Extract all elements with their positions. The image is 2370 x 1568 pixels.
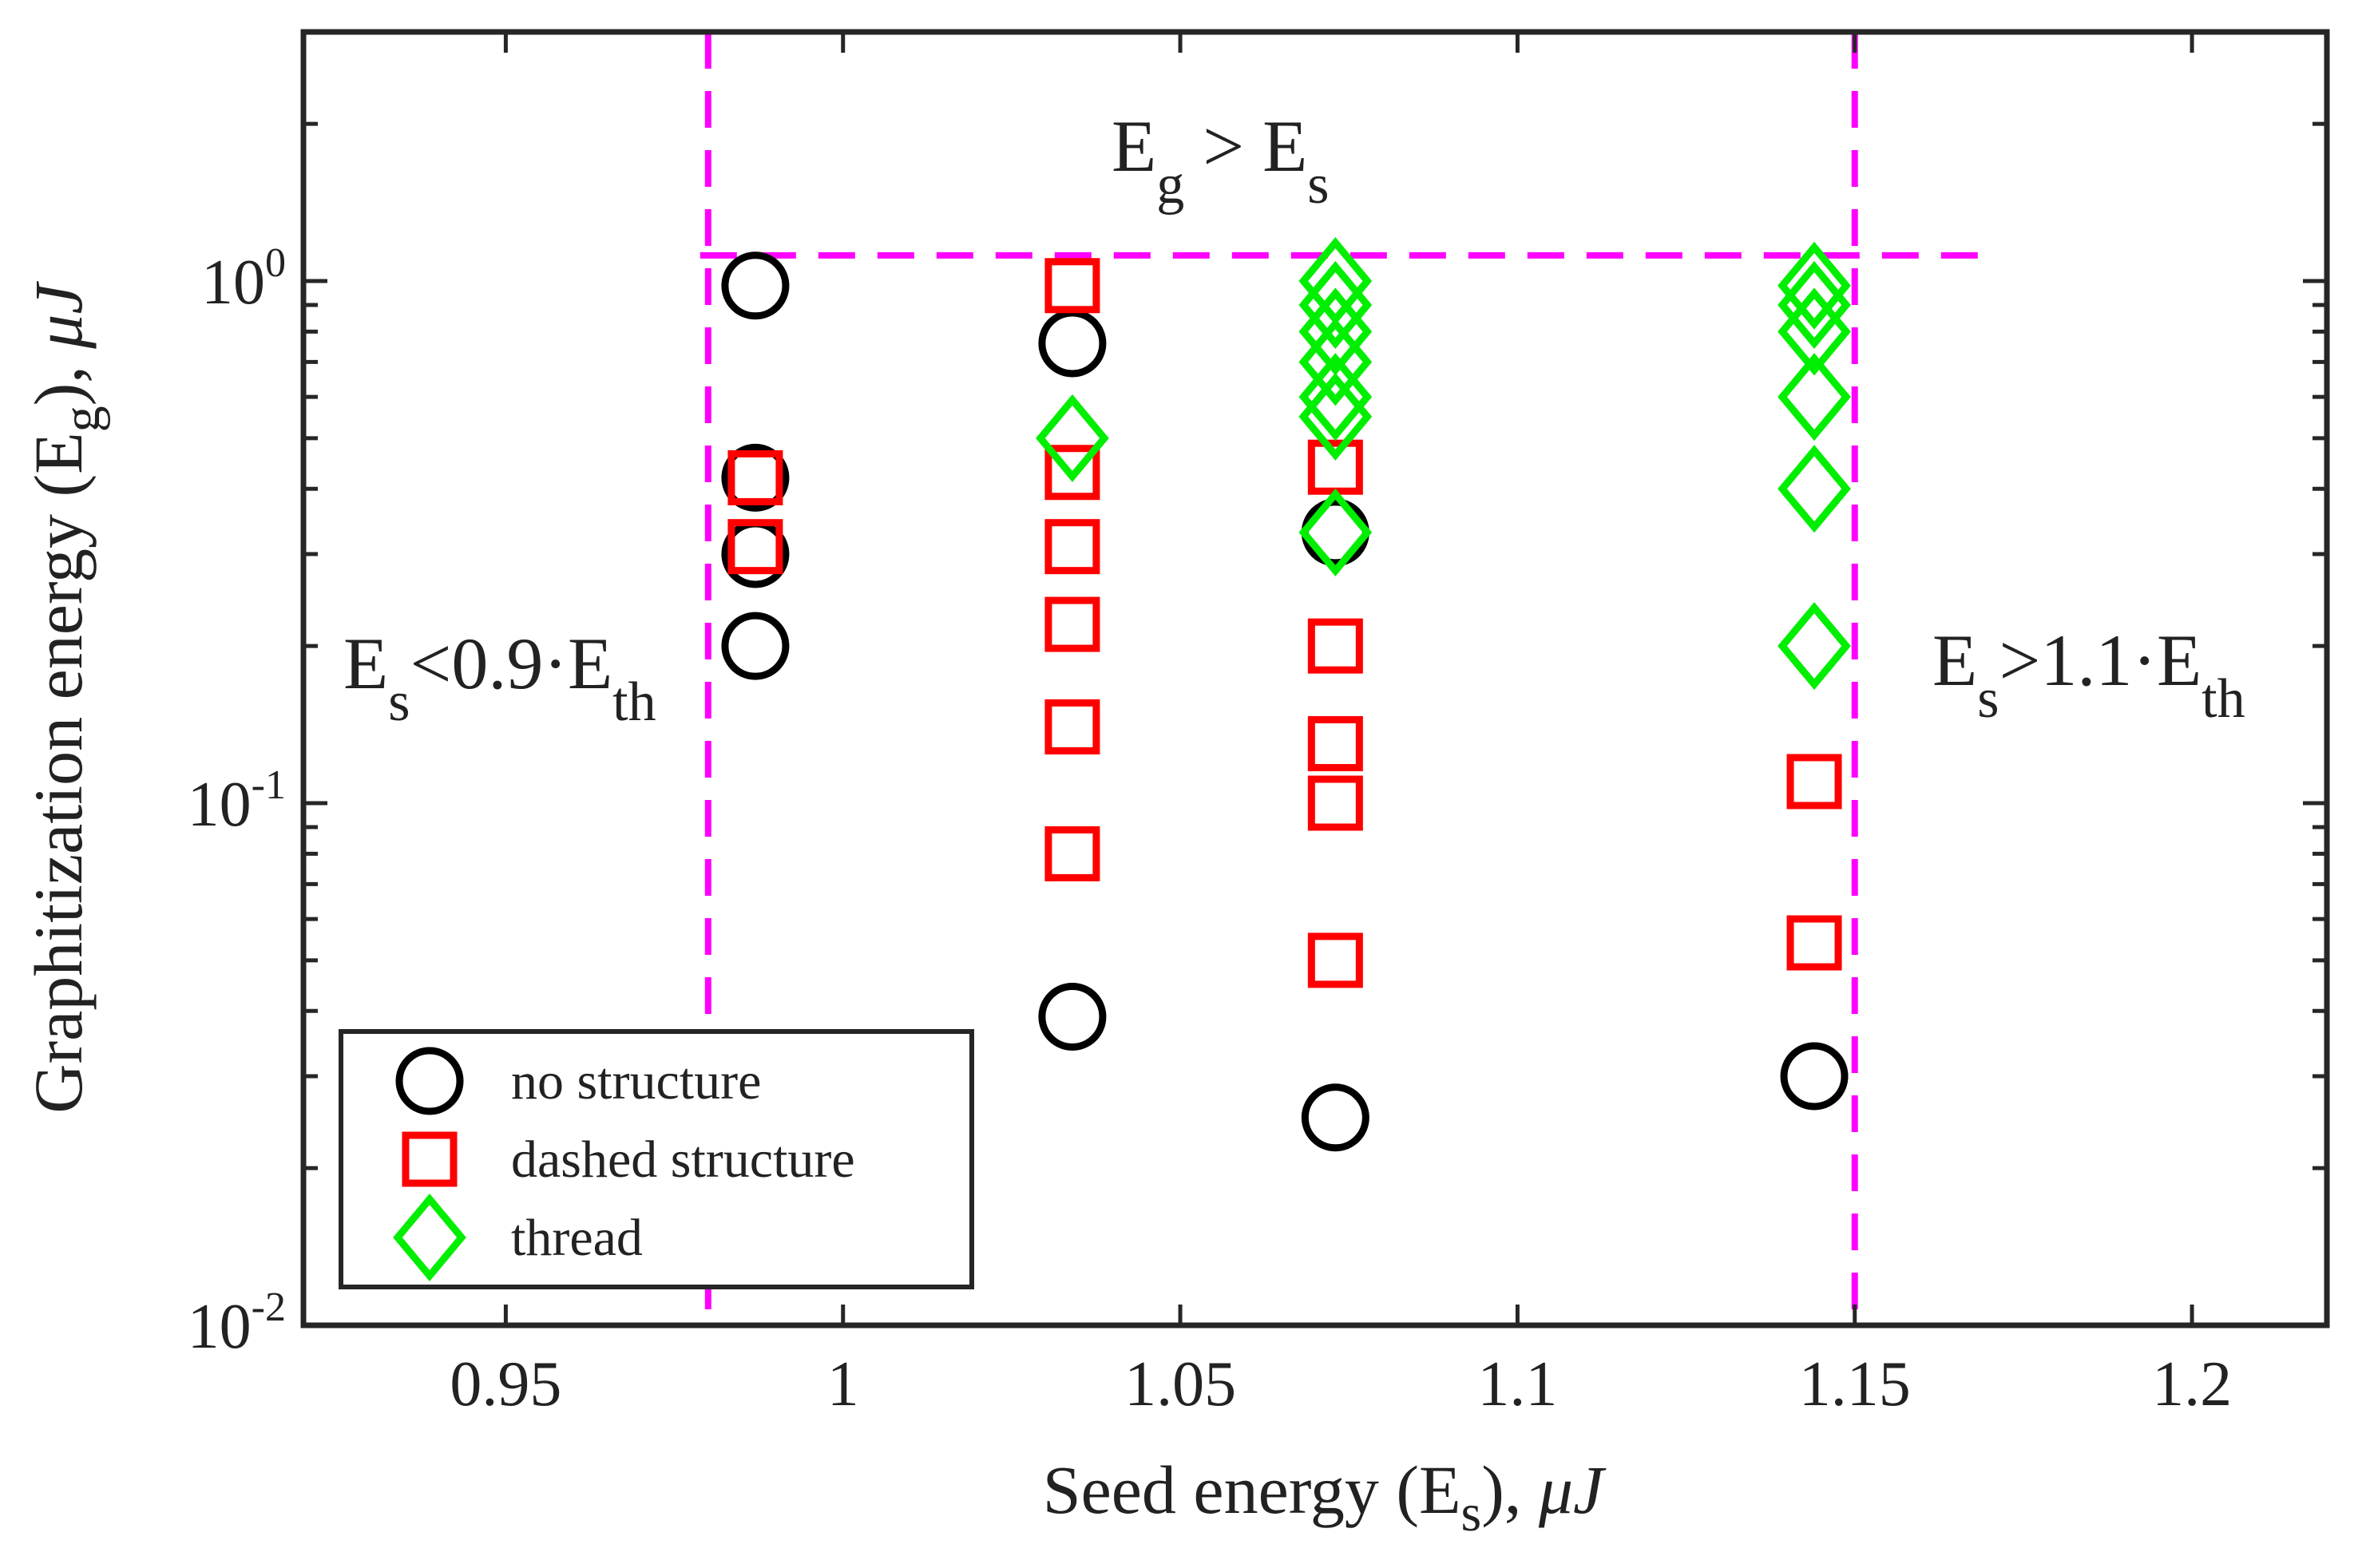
legend-entry-no-structure: no structure	[395, 1047, 761, 1115]
thread-point-0	[1036, 394, 1109, 482]
no-structure-point-3	[721, 612, 790, 680]
no-structure-point-4	[1038, 309, 1107, 378]
plot-frame	[300, 29, 2330, 1328]
legend-label-1: dashed structure	[511, 1130, 855, 1189]
no-structure-point-0	[721, 251, 790, 320]
x-tick-label-5: 1.2	[2152, 1349, 2232, 1420]
axes-box	[300, 29, 2330, 1328]
thread-point-7	[1298, 488, 1373, 576]
x-axis-title: Seed energy (Es), μJ	[1043, 1451, 1607, 1542]
annotation-es-gt: Es>1.1·Eth	[1932, 620, 2245, 730]
dashed-structure-point-14	[1786, 915, 1842, 971]
legend-marker-circle	[395, 1047, 464, 1115]
x-tick-label-0: 0.95	[450, 1349, 561, 1420]
axis-ticks: 0.95 1 1.05 1.1 1.15 1.2 10-2 10-1 100 Seed energ…	[20, 30, 2327, 1542]
thread-point-5	[1298, 353, 1373, 441]
legend-entry-dashed-structure: dashed structure	[402, 1130, 855, 1189]
dashed-structure-point-7	[1044, 826, 1100, 881]
thread-point-13	[1778, 602, 1851, 691]
legend-entry-thread: thread	[393, 1193, 643, 1282]
dashed-structure-point-13	[1786, 754, 1842, 810]
x-tick-label-2: 1.05	[1124, 1349, 1236, 1420]
thread-point-3	[1298, 287, 1373, 376]
annotation-es-lt: Es<0.9·Eth	[343, 623, 656, 733]
x-tick-label-1: 1	[827, 1349, 859, 1420]
dashed-structure-point-9	[1307, 618, 1363, 674]
y-tick-label-1: 10-1	[188, 762, 286, 840]
thread-point-11	[1778, 353, 1851, 441]
dashed-structure-point-12	[1307, 932, 1363, 988]
series-thread	[1036, 237, 1851, 691]
legend-marker-diamond	[393, 1193, 466, 1282]
dashed-structure-point-6	[1044, 699, 1100, 754]
dashed-structure-point-5	[1044, 596, 1100, 652]
annotation-eg-gt-es: Eg > Es	[1112, 105, 1330, 216]
y-tick-label-0: 10-2	[188, 1285, 286, 1362]
dashed-structure-point-11	[1307, 775, 1363, 831]
annotations: Eg > Es Es<0.9·Eth Es>1.1·Eth	[343, 105, 2245, 733]
thread-point-4	[1298, 318, 1373, 406]
legend-label-2: thread	[511, 1209, 643, 1267]
dashed-structure-point-2	[1044, 258, 1100, 314]
legend-label-0: no structure	[511, 1052, 761, 1111]
no-structure-point-5	[1038, 982, 1107, 1051]
legend: no structure dashed structure thread	[339, 1029, 974, 1289]
x-tick-label-3: 1.1	[1477, 1349, 1557, 1420]
thread-point-6	[1298, 372, 1373, 461]
y-axis-title: Graphitization energy (Eg), μJ	[20, 281, 111, 1114]
no-structure-point-8	[1780, 1042, 1849, 1111]
thread-point-2	[1298, 260, 1373, 349]
x-tick-label-4: 1.15	[1799, 1349, 1911, 1420]
data-points	[721, 237, 1851, 1152]
thread-point-8	[1778, 241, 1851, 330]
legend-box	[339, 1029, 974, 1289]
series-no-structure	[721, 251, 1849, 1152]
no-structure-point-7	[1301, 1083, 1369, 1152]
thread-point-9	[1778, 260, 1851, 349]
legend-marker-square	[402, 1131, 458, 1187]
no-structure-point-1	[721, 443, 790, 512]
thread-point-12	[1778, 445, 1851, 533]
dashed-structure-point-1	[727, 519, 783, 575]
series-dashed-structure	[727, 258, 1842, 988]
dashed-structure-point-4	[1044, 519, 1100, 575]
dashed-structure-point-10	[1307, 715, 1363, 771]
dashed-structure-point-0	[727, 449, 783, 505]
dashed-structure-point-3	[1044, 445, 1100, 501]
y-tick-label-2: 100	[201, 240, 286, 318]
thread-point-10	[1778, 287, 1851, 376]
no-structure-point-6	[1301, 498, 1369, 567]
